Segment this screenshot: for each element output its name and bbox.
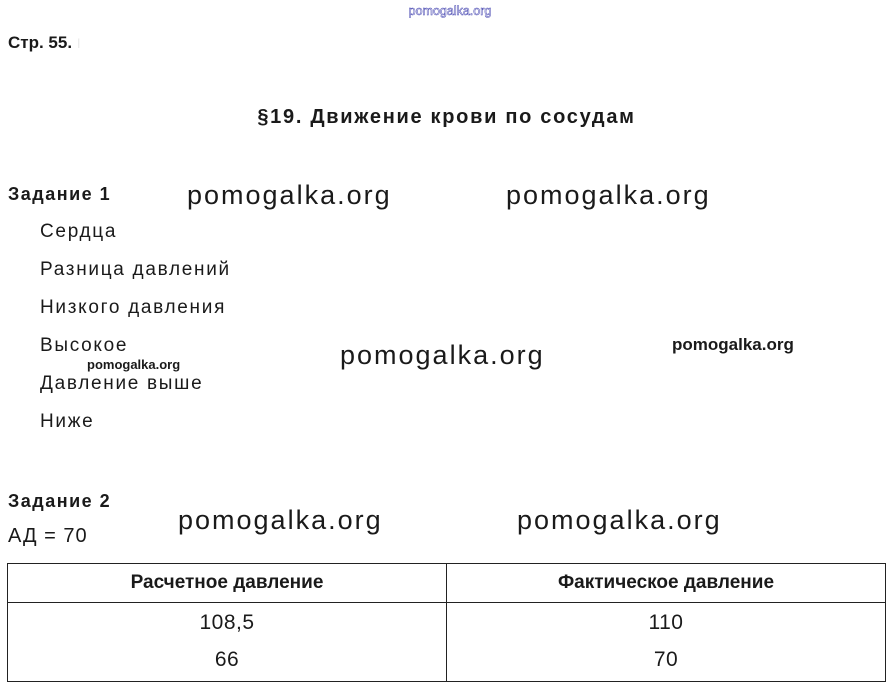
svg-text:pomogalka.org: pomogalka.org	[409, 4, 492, 18]
